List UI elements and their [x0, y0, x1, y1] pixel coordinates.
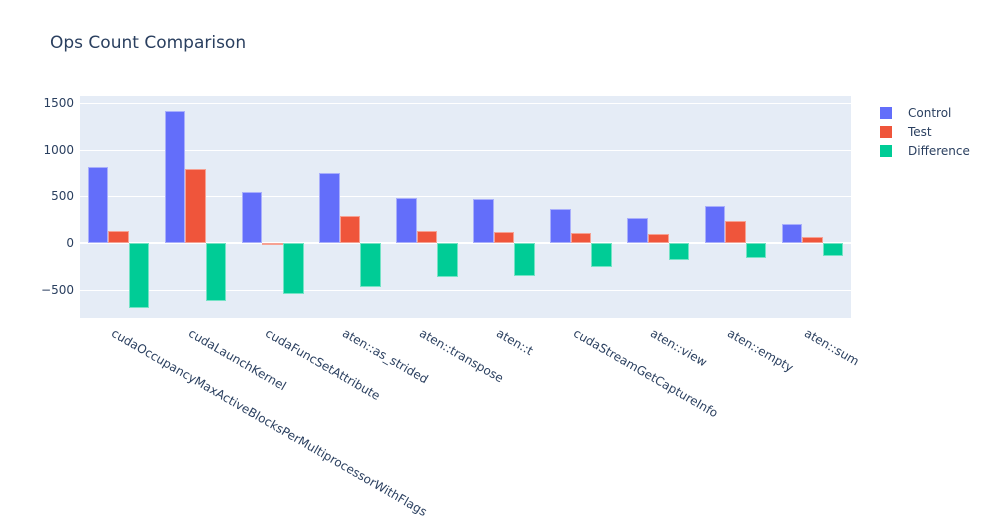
bar-test-6[interactable]	[570, 233, 592, 244]
bar-test-3[interactable]	[339, 215, 361, 244]
legend-swatch-control	[880, 106, 892, 119]
bar-test-2[interactable]	[262, 243, 284, 246]
gridline	[80, 102, 851, 104]
bar-test-5[interactable]	[493, 231, 515, 244]
bar-control-1[interactable]	[164, 111, 186, 244]
gridline	[80, 196, 851, 198]
bar-test-0[interactable]	[108, 231, 129, 244]
legend-label: Control	[908, 105, 952, 120]
bar-difference-6[interactable]	[591, 243, 612, 268]
bar-control-4[interactable]	[396, 197, 417, 244]
bar-difference-9[interactable]	[822, 243, 844, 257]
y-tick-label: −500	[41, 282, 74, 297]
bar-control-9[interactable]	[781, 224, 803, 244]
legend-swatch-test	[880, 125, 892, 138]
bar-difference-8[interactable]	[745, 243, 767, 259]
bar-test-8[interactable]	[725, 220, 746, 244]
bar-control-8[interactable]	[704, 206, 726, 244]
y-tick-label: 0	[66, 235, 74, 250]
x-tick-label-8: aten::empty	[725, 326, 797, 375]
y-tick-label: 1500	[43, 95, 74, 110]
bar-control-3[interactable]	[319, 172, 340, 244]
bar-control-2[interactable]	[241, 192, 263, 244]
bar-difference-5[interactable]	[514, 243, 535, 276]
zero-line	[80, 242, 851, 245]
y-tick-label: 500	[51, 189, 74, 204]
bar-control-5[interactable]	[473, 199, 494, 244]
bar-difference-2[interactable]	[283, 243, 304, 295]
gridline	[80, 289, 851, 291]
bar-difference-4[interactable]	[437, 243, 458, 278]
x-tick-label-6: cudaStreamGetCaptureInfo	[571, 326, 721, 421]
x-tick-label-7: aten::view	[648, 326, 710, 370]
bar-difference-1[interactable]	[205, 243, 227, 301]
x-tick-label-5: aten::t	[494, 326, 536, 359]
plot-area[interactable]	[80, 96, 851, 318]
legend-item-difference[interactable]: Difference	[878, 141, 970, 160]
legend-label: Difference	[908, 143, 970, 158]
bar-difference-3[interactable]	[360, 243, 381, 287]
bar-test-4[interactable]	[416, 231, 438, 244]
legend-swatch-difference	[880, 144, 892, 157]
legend-label: Test	[908, 124, 932, 139]
legend-item-test[interactable]: Test	[878, 122, 970, 141]
bar-difference-7[interactable]	[668, 243, 690, 260]
bar-test-9[interactable]	[802, 236, 823, 244]
legend: Control Test Difference	[878, 103, 970, 160]
bar-difference-0[interactable]	[128, 243, 150, 308]
x-tick-label-9: aten::sum	[802, 326, 862, 369]
bar-control-0[interactable]	[87, 166, 109, 244]
bar-control-6[interactable]	[550, 209, 571, 244]
x-tick-label-4: aten::transpose	[416, 326, 506, 386]
legend-item-control[interactable]: Control	[878, 103, 970, 122]
bar-test-7[interactable]	[647, 233, 669, 244]
bar-control-7[interactable]	[627, 217, 648, 244]
bar-test-1[interactable]	[185, 168, 206, 244]
chart-title: Ops Count Comparison	[50, 33, 247, 53]
gridline	[80, 149, 851, 151]
y-tick-label: 1000	[43, 142, 74, 157]
